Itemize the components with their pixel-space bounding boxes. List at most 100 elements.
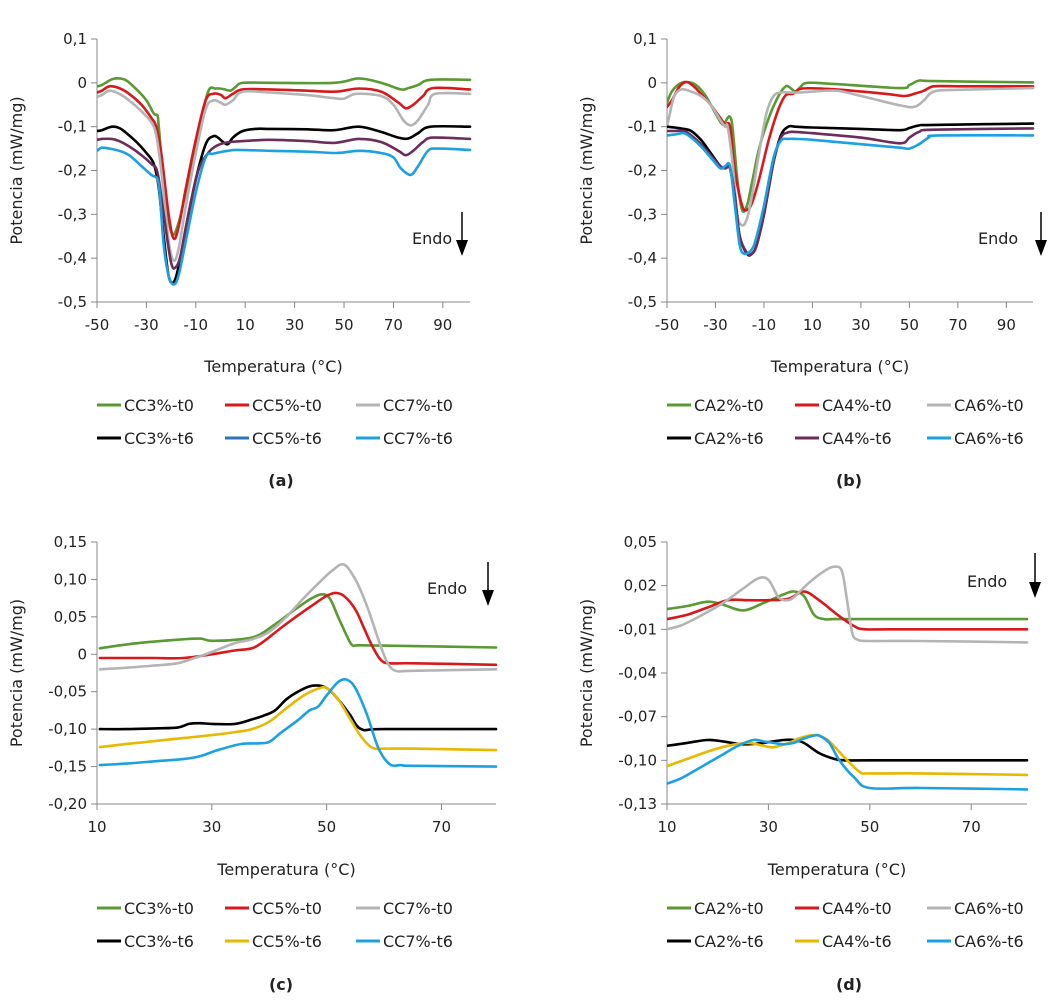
- x-tick-label: 10: [657, 818, 676, 836]
- y-tick-label: -0,1: [628, 118, 657, 136]
- x-tick-label: -10: [184, 316, 209, 334]
- x-tick-label: 70: [962, 818, 981, 836]
- y-tick-label: -0,20: [48, 795, 87, 813]
- legend-label: CA6%-t6: [954, 429, 1024, 448]
- legend-item: CC5%-t6: [225, 932, 322, 951]
- legend-item: CC3%-t0: [97, 396, 194, 415]
- endo-annotation: Endo: [412, 229, 452, 248]
- legend-label: CC7%-t6: [383, 429, 453, 448]
- legend-label: CA2%-t0: [694, 899, 764, 918]
- legend-item: CC7%-t6: [356, 429, 453, 448]
- y-tick-label: 0,05: [54, 608, 87, 626]
- x-tick-label: 90: [997, 316, 1016, 334]
- series-line-cc5pct-t6: [98, 685, 498, 752]
- x-axis-label: Temperatura (°C): [216, 860, 355, 879]
- x-tick-label: 30: [759, 818, 778, 836]
- y-tick-label: 0,10: [54, 570, 87, 588]
- y-tick-label: -0,5: [628, 293, 657, 311]
- legend-item: CC3%-t0: [97, 899, 194, 918]
- plot-area: [667, 79, 1035, 257]
- y-tick-label: 0: [647, 74, 657, 92]
- legend-item: CA4%-t0: [795, 899, 892, 918]
- y-tick-label: -0,2: [628, 162, 657, 180]
- y-tick-label: -0,4: [628, 249, 657, 267]
- legend: CC3%-t0 CC5%-t0 CC7%-t0 CC3%-t6 CC5%-t6 CC7%-…: [97, 396, 453, 448]
- series-line-cc3pct-t6: [97, 124, 472, 285]
- legend-label: CC3%-t6: [124, 932, 194, 951]
- legend-item: CA6%-t6: [927, 932, 1024, 951]
- endo-annotation: Endo: [427, 579, 467, 598]
- x-tick-label: 50: [334, 316, 353, 334]
- series-line-ca2pct-t6: [667, 738, 1029, 762]
- endo-arrow-icon: [482, 590, 494, 606]
- x-tick-label: -10: [752, 316, 777, 334]
- x-tick-label: 90: [433, 316, 452, 334]
- x-tick-label: 70: [432, 818, 451, 836]
- y-tick-label: 0,02: [624, 577, 657, 595]
- y-axis-label: Potencia (mW/mg): [7, 96, 26, 244]
- series-line-ca6pct-t0: [667, 86, 1035, 227]
- series-line-cc7pct-t6: [98, 677, 498, 768]
- plot-area: [667, 565, 1029, 791]
- legend-label: CA2%-t6: [694, 932, 764, 951]
- series-line-cc3pct-t0: [97, 77, 472, 237]
- legend-label: CC3%-t0: [124, 396, 194, 415]
- x-tick-label: 70: [384, 316, 403, 334]
- y-axis-label: Potencia (mW/mg): [7, 599, 26, 747]
- series-line-cc5pct-t0: [97, 84, 472, 241]
- x-axis-label: Temperatura (°C): [770, 357, 909, 376]
- legend-item: CA2%-t6: [667, 932, 764, 951]
- series-line-cc7pct-t0: [97, 89, 472, 263]
- legend-label: CA4%-t6: [822, 429, 892, 448]
- legend-label: CC7%-t0: [383, 396, 453, 415]
- y-tick-label: 0,15: [54, 533, 87, 551]
- legend-label: CA6%-t0: [954, 396, 1024, 415]
- x-tick-label: -50: [85, 316, 110, 334]
- legend-item: CC7%-t0: [356, 396, 453, 415]
- legend-item: CC5%-t0: [225, 396, 322, 415]
- legend: CA2%-t0 CA4%-t0 CA6%-t0 CA2%-t6 CA4%-t6 CA6%-…: [667, 396, 1024, 448]
- y-tick-label: 0,05: [624, 533, 657, 551]
- panel-label: (d): [836, 975, 862, 994]
- legend-item: CA4%-t6: [795, 932, 892, 951]
- legend-label: CA4%-t0: [822, 396, 892, 415]
- chart-panel-a: 0,1 0 -0,1 -0,2 -0,3 -0,4 -0,5 -50 -30 -10 10 30 50 7…: [7, 30, 472, 490]
- legend-item: CA4%-t0: [795, 396, 892, 415]
- legend-item: CC7%-t6: [356, 932, 453, 951]
- legend-label: CC3%-t6: [124, 429, 194, 448]
- x-tick-label: 10: [803, 316, 822, 334]
- legend-item: CC5%-t0: [225, 899, 322, 918]
- legend-item: CA6%-t0: [927, 899, 1024, 918]
- y-tick-label: -0,04: [618, 664, 657, 682]
- x-tick-label: 50: [317, 818, 336, 836]
- legend-label: CA4%-t0: [822, 899, 892, 918]
- legend-item: CC7%-t0: [356, 899, 453, 918]
- panel-label: (c): [269, 975, 293, 994]
- y-tick-label: 0,1: [633, 30, 657, 48]
- endo-annotation: Endo: [978, 229, 1018, 248]
- y-tick-label: 0: [77, 74, 87, 92]
- series-line-cc5pct-t6: [97, 136, 472, 270]
- y-axis-label: Potencia (mW/mg): [577, 599, 596, 747]
- series-line-ca6pct-t0: [667, 565, 1029, 644]
- x-tick-label: 10: [236, 316, 255, 334]
- legend-label: CA4%-t6: [822, 932, 892, 951]
- y-tick-label: 0: [77, 645, 87, 663]
- plot-area: [97, 77, 472, 286]
- legend-label: CA6%-t6: [954, 932, 1024, 951]
- series-line-cc3pct-t6: [98, 684, 498, 732]
- legend-label: CA2%-t6: [694, 429, 764, 448]
- legend-item: CC3%-t6: [97, 429, 194, 448]
- y-tick-label: -0,07: [618, 708, 657, 726]
- y-tick-label: -0,5: [58, 293, 87, 311]
- x-tick-label: 10: [87, 818, 106, 836]
- x-tick-label: -30: [134, 316, 159, 334]
- y-tick-label: -0,2: [58, 162, 87, 180]
- legend-label: CC7%-t6: [383, 932, 453, 951]
- x-axis-label: Temperatura (°C): [767, 860, 906, 879]
- legend-item: CA2%-t0: [667, 396, 764, 415]
- y-axis-label: Potencia (mW/mg): [577, 96, 596, 244]
- y-tick-label: -0,1: [58, 118, 87, 136]
- panel-label: (a): [268, 471, 293, 490]
